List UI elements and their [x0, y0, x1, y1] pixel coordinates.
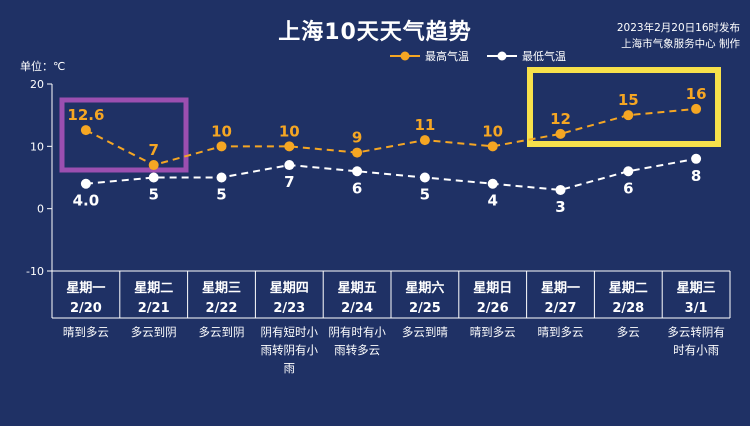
publish-time: 2023年2月20日16时发布 [616, 22, 740, 34]
day-weekday-label: 星期五 [338, 281, 377, 296]
y-tick-label: 10 [30, 140, 44, 153]
data-point-low [284, 160, 295, 171]
data-point-high [148, 160, 159, 171]
data-label-high: 11 [414, 116, 435, 134]
data-label-low: 4.0 [73, 192, 100, 210]
data-label-low: 6 [623, 179, 633, 197]
y-tick-label: -10 [26, 265, 44, 278]
day-weekday-label: 星期一 [541, 281, 580, 296]
day-weather-label: 雨转多云 [334, 343, 380, 357]
day-date-label: 2/24 [341, 301, 373, 316]
data-point-low [352, 166, 363, 177]
legend-item-low: 最低气温 [487, 48, 566, 64]
chart-title: 上海10天天气趋势 [278, 20, 472, 45]
day-date-label: 3/1 [685, 301, 708, 316]
legend-low-icon [487, 51, 517, 61]
data-label-low: 3 [555, 198, 565, 216]
data-label-high: 16 [686, 85, 707, 103]
day-date-label: 2/22 [206, 301, 238, 316]
day-weather-label: 雨转阴有小 [261, 343, 319, 357]
data-point-low [80, 178, 91, 189]
data-label-high: 10 [211, 122, 232, 140]
legend: 最高气温 最低气温 [390, 48, 584, 64]
y-tick-label: 0 [37, 203, 44, 216]
publish-info: 2023年2月20日16时发布 上海市气象服务中心 制作 [617, 20, 740, 52]
day-weekday-label: 星期六 [405, 280, 444, 296]
data-label-high: 9 [352, 129, 362, 147]
data-point-high [419, 135, 430, 146]
day-date-label: 2/20 [70, 301, 102, 316]
data-point-high [487, 141, 498, 152]
y-tick-label: 20 [30, 78, 44, 91]
data-point-high [691, 103, 702, 114]
data-label-low: 4 [487, 192, 497, 210]
day-date-label: 2/28 [612, 301, 644, 316]
day-weather-label: 晴到多云 [63, 325, 109, 339]
data-label-low: 5 [420, 186, 430, 204]
day-date-label: 2/23 [273, 301, 305, 316]
legend-low-label: 最低气温 [522, 50, 566, 63]
data-point-low [623, 166, 634, 177]
data-label-high: 12.6 [67, 106, 104, 124]
series-line-low [85, 157, 697, 191]
data-point-low [148, 172, 159, 183]
legend-high-icon [390, 51, 420, 61]
data-label-low: 7 [284, 173, 294, 191]
data-label-low: 8 [691, 167, 701, 185]
day-weekday-label: 星期二 [609, 281, 648, 296]
data-label-low: 5 [216, 186, 226, 204]
highlight-box-yellow [527, 67, 721, 147]
day-weather-label: 时有小雨 [673, 343, 719, 357]
day-weekday-label: 星期一 [66, 281, 105, 296]
legend-item-high: 最高气温 [390, 48, 469, 64]
data-label-high: 7 [148, 141, 158, 159]
data-label-high: 10 [482, 122, 503, 140]
day-weather-label: 雨 [284, 361, 296, 375]
data-label-low: 5 [148, 186, 158, 204]
data-point-high [80, 125, 91, 136]
highlight-box-purple [59, 97, 189, 173]
day-weather-label: 多云 [617, 325, 640, 339]
day-weekday-label: 星期三 [677, 281, 716, 296]
data-point-low [555, 184, 566, 195]
day-weather-label: 阴有短时小 [261, 325, 319, 339]
day-date-label: 2/27 [545, 301, 577, 316]
day-date-label: 2/21 [138, 301, 170, 316]
data-point-low [691, 153, 702, 164]
data-point-low [216, 172, 227, 183]
day-weekday-label: 星期三 [202, 281, 241, 296]
day-weather-label: 多云到阴 [131, 325, 177, 339]
publisher: 上海市气象服务中心 制作 [621, 38, 740, 50]
day-weather-label: 多云到阴 [199, 325, 245, 339]
data-point-high [623, 110, 634, 121]
day-weekday-label: 星期四 [270, 281, 309, 296]
day-weekday-label: 星期日 [473, 281, 512, 296]
data-point-high [284, 141, 295, 152]
data-label-high: 12 [550, 110, 571, 128]
data-label-high: 15 [618, 91, 639, 109]
day-weather-label: 晴到多云 [538, 325, 584, 339]
data-point-low [419, 172, 430, 183]
series-line-high [85, 107, 697, 167]
legend-high-label: 最高气温 [425, 50, 469, 63]
day-date-label: 2/25 [409, 301, 441, 316]
data-point-low [487, 178, 498, 189]
unit-label: 单位：℃ [20, 60, 66, 73]
day-weekday-label: 星期二 [134, 281, 173, 296]
day-date-label: 2/26 [477, 301, 509, 316]
day-weather-label: 阴有时有小 [328, 325, 386, 339]
data-label-low: 6 [352, 179, 362, 197]
day-weather-label: 多云到晴 [402, 325, 448, 339]
data-point-high [352, 147, 363, 158]
data-point-high [555, 128, 566, 139]
data-label-high: 10 [279, 122, 300, 140]
day-weather-label: 晴到多云 [470, 325, 516, 339]
day-weather-label: 多云转阴有 [667, 325, 725, 339]
data-point-high [216, 141, 227, 152]
